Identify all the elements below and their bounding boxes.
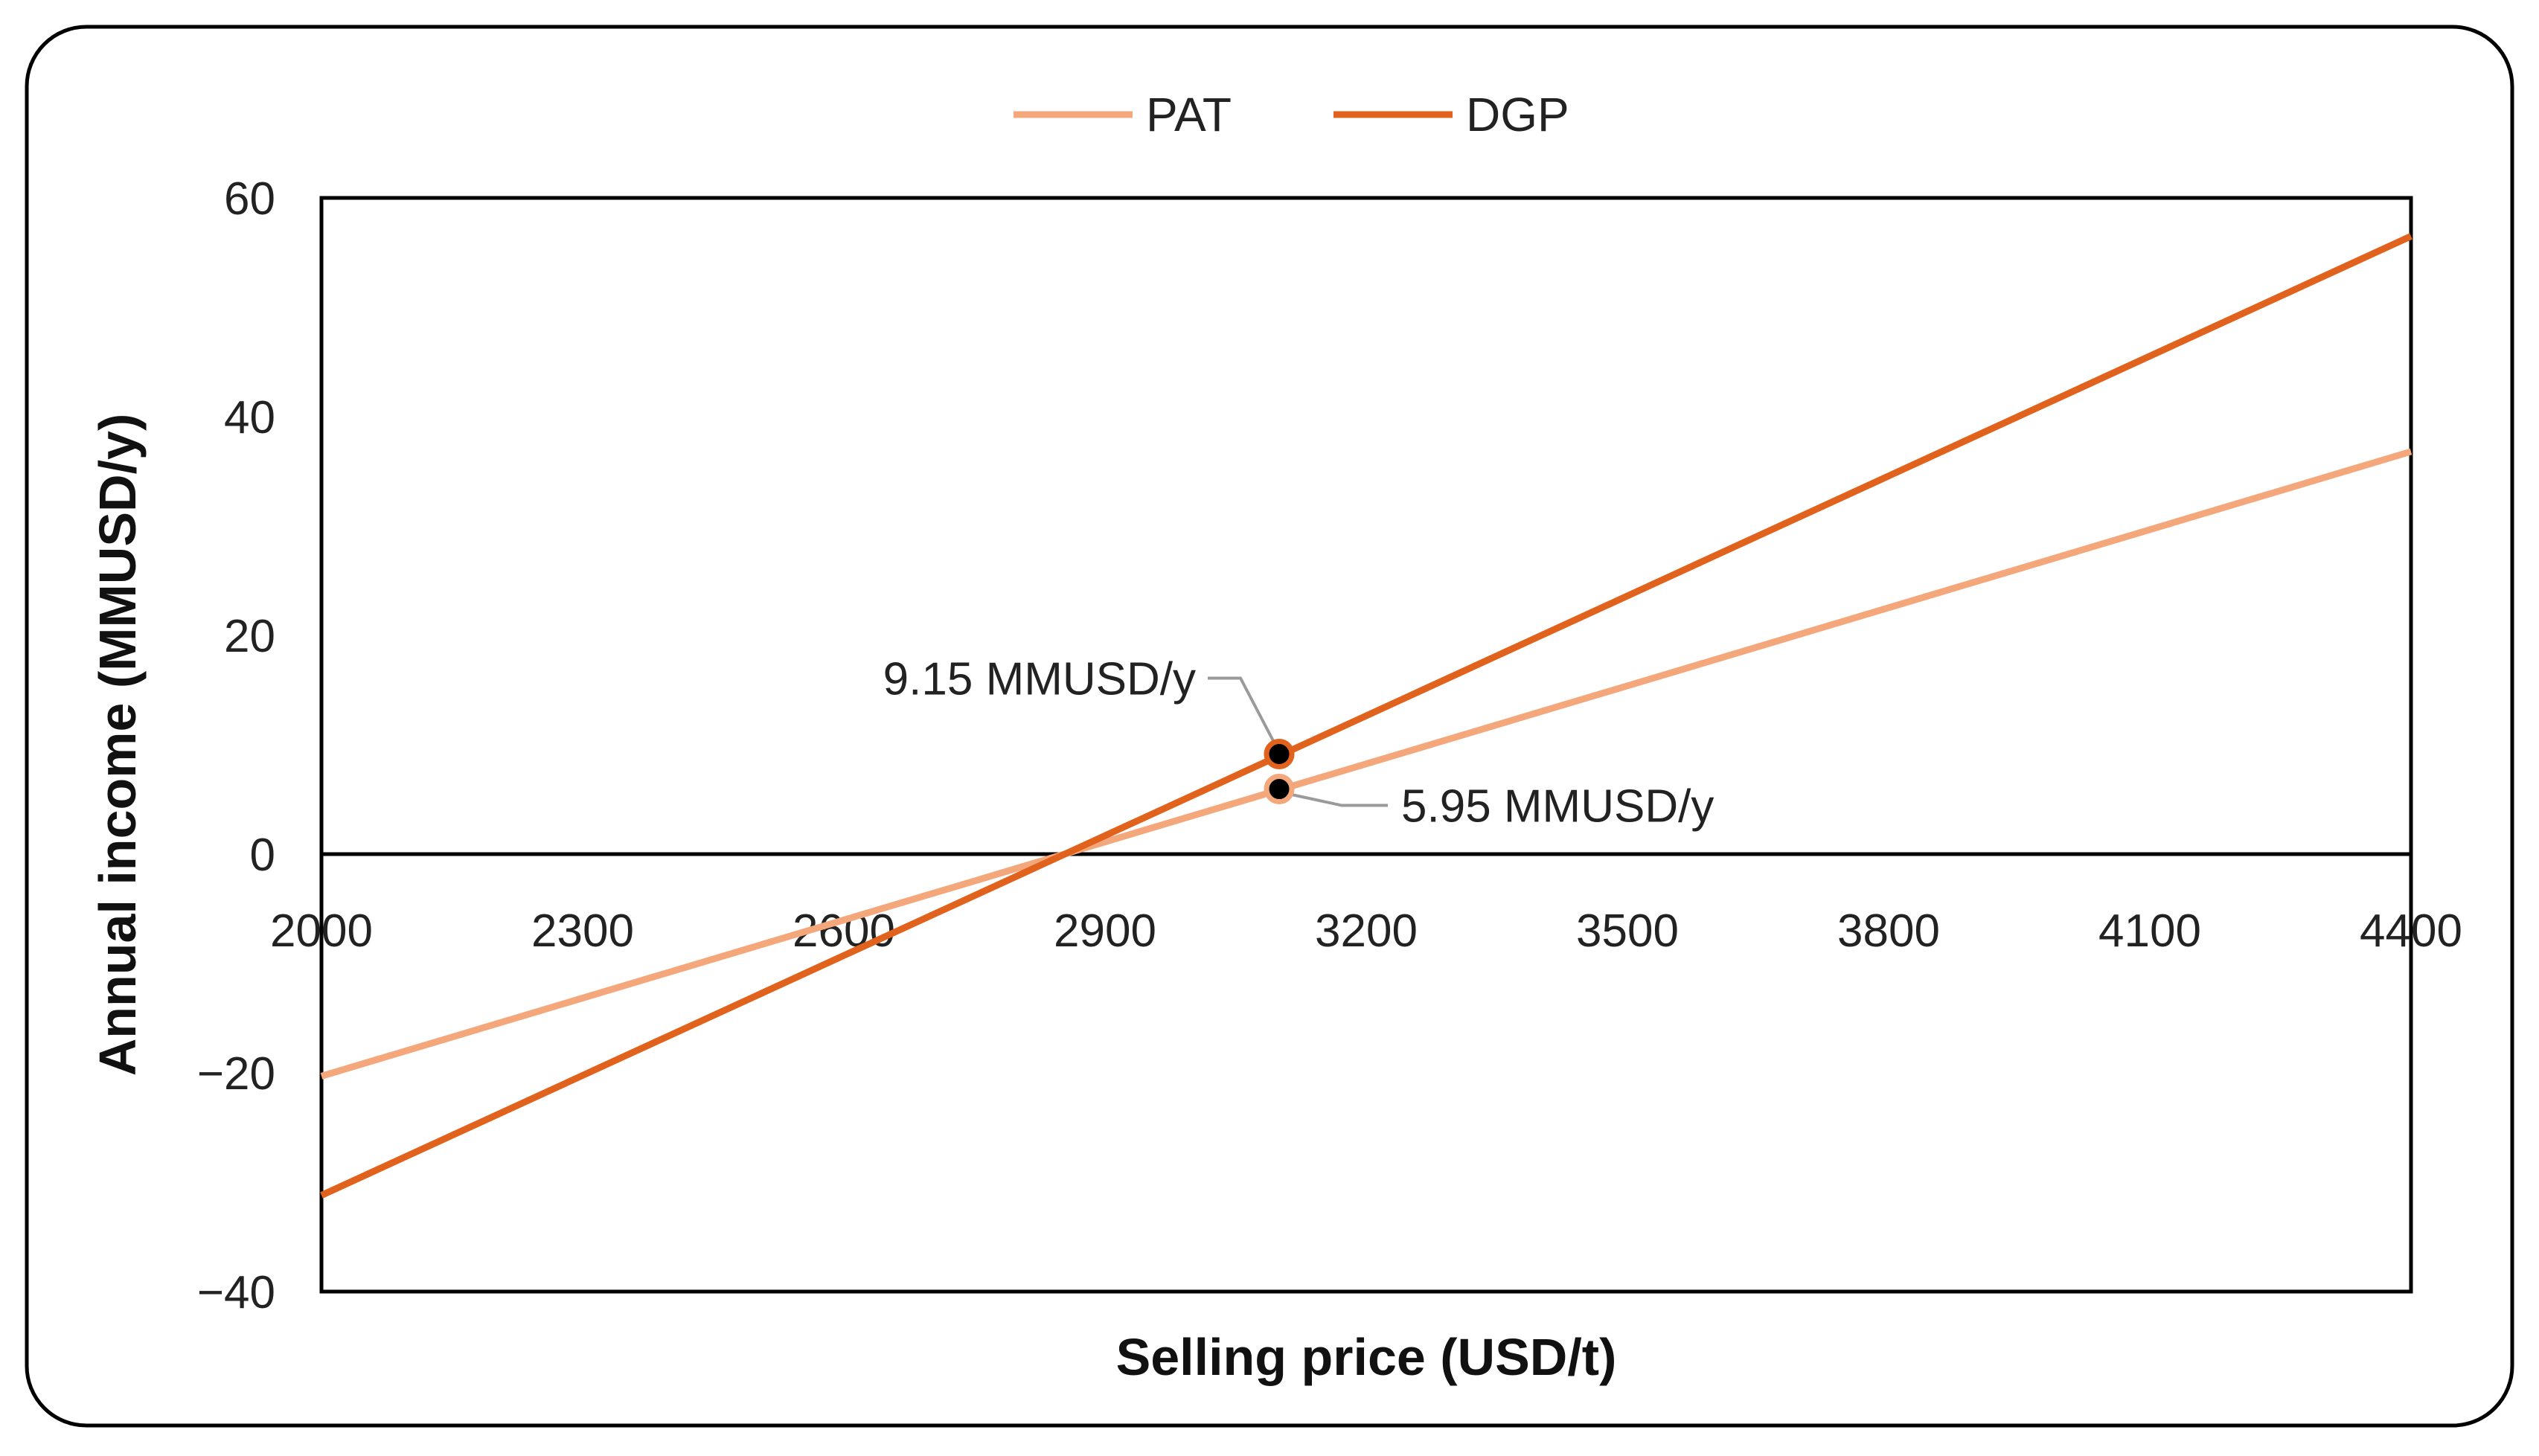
y-tick-label: 0 — [250, 830, 275, 881]
y-tick-label: −40 — [197, 1267, 275, 1318]
x-tick-label: 4400 — [2360, 905, 2462, 957]
legend-label-dgp: DGP — [1466, 88, 1569, 141]
y-tick-label: −20 — [197, 1048, 275, 1100]
legend-label-pat: PAT — [1146, 88, 1232, 141]
annotation-leader — [1286, 792, 1388, 807]
x-tick-label: 3500 — [1576, 905, 1679, 957]
annotation-label: 9.15 MMUSD/y — [883, 653, 1196, 705]
y-tick-label: 40 — [224, 392, 275, 443]
x-tick-label: 3800 — [1837, 905, 1940, 957]
data-point-marker — [1264, 738, 1295, 769]
annotation-leader — [1208, 676, 1276, 745]
x-tick-label: 4100 — [2098, 905, 2201, 957]
series-line-pat — [320, 448, 2412, 1080]
series-line-dgp — [320, 233, 2412, 1199]
data-point-marker — [1264, 774, 1295, 805]
y-tick-label: 20 — [224, 611, 275, 662]
x-tick-label: 2000 — [270, 905, 373, 957]
plot-area-border — [319, 196, 2413, 1294]
chart-frame — [25, 25, 2514, 1428]
annotation-label: 5.95 MMUSD/y — [1401, 781, 1714, 833]
y-axis-title: Annual income (MMUSD/y) — [89, 414, 147, 1077]
y-tick-label: 60 — [224, 173, 275, 225]
x-tick-label: 2900 — [1054, 905, 1156, 957]
x-tick-label: 3200 — [1315, 905, 1418, 957]
x-axis-title: Selling price (USD/t) — [1116, 1328, 1617, 1386]
x-tick-label: 2300 — [531, 905, 634, 957]
